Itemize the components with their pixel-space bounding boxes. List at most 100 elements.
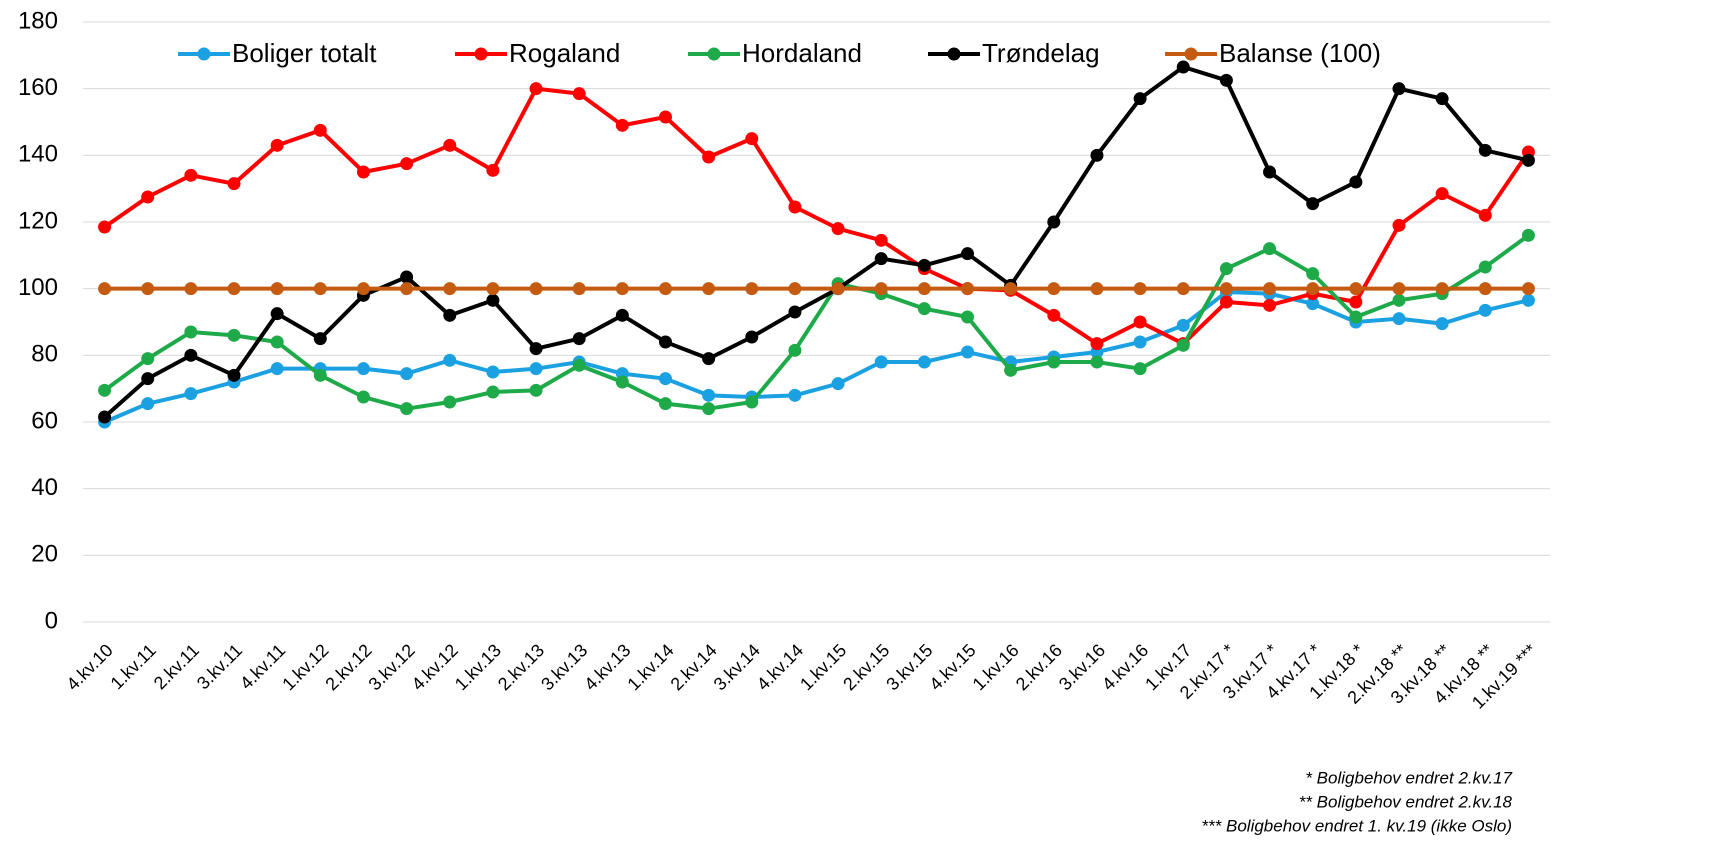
data-point — [443, 138, 457, 152]
footnote: *** Boligbehov endret 1. kv.19 (ikke Osl… — [1201, 816, 1512, 835]
data-point — [141, 190, 155, 204]
data-point — [1004, 282, 1018, 296]
legend-label: Boliger totalt — [232, 38, 377, 68]
data-point — [227, 328, 241, 342]
data-point — [1090, 355, 1104, 369]
data-point — [702, 150, 716, 164]
data-point — [184, 348, 198, 362]
data-point — [98, 383, 112, 397]
data-point — [98, 282, 112, 296]
data-point — [1435, 187, 1449, 201]
data-point — [572, 87, 586, 101]
data-point — [270, 138, 284, 152]
legend-label: Balanse (100) — [1219, 38, 1381, 68]
data-point — [917, 355, 931, 369]
data-point — [1392, 218, 1406, 232]
legend-label: Trøndelag — [982, 38, 1100, 68]
data-point — [1090, 282, 1104, 296]
x-tick-label: 2.kv.16 — [1012, 640, 1066, 694]
y-tick-label: 180 — [18, 7, 58, 34]
data-point — [1047, 355, 1061, 369]
y-tick-label: 100 — [18, 274, 58, 301]
data-point — [615, 282, 629, 296]
data-point — [1349, 295, 1363, 309]
x-tick-label: 4.kv.12 — [408, 640, 462, 694]
data-point — [1521, 153, 1535, 167]
y-tick-label: 0 — [45, 607, 58, 634]
data-point — [313, 282, 327, 296]
data-point — [529, 383, 543, 397]
data-point — [529, 362, 543, 376]
y-tick-label: 160 — [18, 74, 58, 101]
series-line — [103, 233, 1530, 411]
data-point — [400, 402, 414, 416]
data-point — [227, 282, 241, 296]
data-point — [443, 282, 457, 296]
y-tick-label: 80 — [31, 341, 58, 368]
x-tick-label: 3.kv.16 — [1055, 640, 1109, 694]
data-point — [1306, 282, 1320, 296]
footnote: * Boligbehov endret 2.kv.17 — [1305, 768, 1512, 787]
data-point — [702, 282, 716, 296]
data-point — [1219, 262, 1233, 276]
legend-swatch-marker — [1184, 47, 1198, 61]
data-point — [184, 168, 198, 182]
data-point — [658, 282, 672, 296]
data-point — [1133, 335, 1147, 349]
data-point — [1219, 295, 1233, 309]
data-point — [1392, 312, 1406, 326]
x-tick-label: 2.kv.11 — [150, 640, 203, 693]
x-tick-label: 1.kv.12 — [278, 640, 332, 694]
data-point — [443, 395, 457, 409]
data-point — [831, 282, 845, 296]
x-tick-label: 1.kv.16 — [969, 640, 1023, 694]
data-point — [1521, 282, 1535, 296]
data-point — [1133, 315, 1147, 329]
x-tick-label: 4.kv.14 — [753, 640, 807, 694]
data-point — [1478, 282, 1492, 296]
data-point — [1133, 92, 1147, 106]
data-point — [1047, 215, 1061, 229]
data-point — [227, 177, 241, 191]
x-tick-label: 4.kv.15 — [925, 640, 979, 694]
data-point — [184, 325, 198, 339]
data-point — [270, 335, 284, 349]
data-point — [788, 388, 802, 402]
data-point — [1349, 310, 1363, 324]
data-point — [831, 222, 845, 236]
data-point — [1392, 82, 1406, 96]
data-point — [1004, 363, 1018, 377]
data-point — [658, 397, 672, 411]
legend-label: Hordaland — [742, 38, 862, 68]
x-tick-label: 3.kv.12 — [365, 640, 419, 694]
data-point — [1219, 282, 1233, 296]
data-point — [529, 282, 543, 296]
series-line — [103, 86, 1531, 347]
data-point — [572, 358, 586, 372]
data-point — [486, 385, 500, 399]
data-point — [486, 293, 500, 307]
data-point — [1090, 148, 1104, 162]
x-tick-label: 4.kv.10 — [63, 640, 117, 694]
data-point — [788, 343, 802, 357]
data-point — [658, 372, 672, 386]
legend-label: Rogaland — [509, 38, 620, 68]
data-point — [1521, 228, 1535, 242]
data-point — [1478, 260, 1492, 274]
data-point — [1047, 308, 1061, 322]
x-tick-label: 3.kv.11 — [193, 640, 246, 693]
data-point — [529, 82, 543, 96]
legend-swatch-marker — [474, 47, 488, 61]
data-point — [313, 368, 327, 382]
y-tick-label: 20 — [31, 541, 58, 568]
data-point — [270, 362, 284, 376]
data-point — [270, 307, 284, 321]
data-point — [1435, 282, 1449, 296]
data-point — [1263, 282, 1277, 296]
data-point — [1176, 282, 1190, 296]
x-tick-label: 1.kv.11 — [107, 640, 160, 693]
data-point — [227, 368, 241, 382]
y-tick-label: 140 — [18, 141, 58, 168]
data-point — [745, 330, 759, 344]
data-point — [615, 308, 629, 322]
